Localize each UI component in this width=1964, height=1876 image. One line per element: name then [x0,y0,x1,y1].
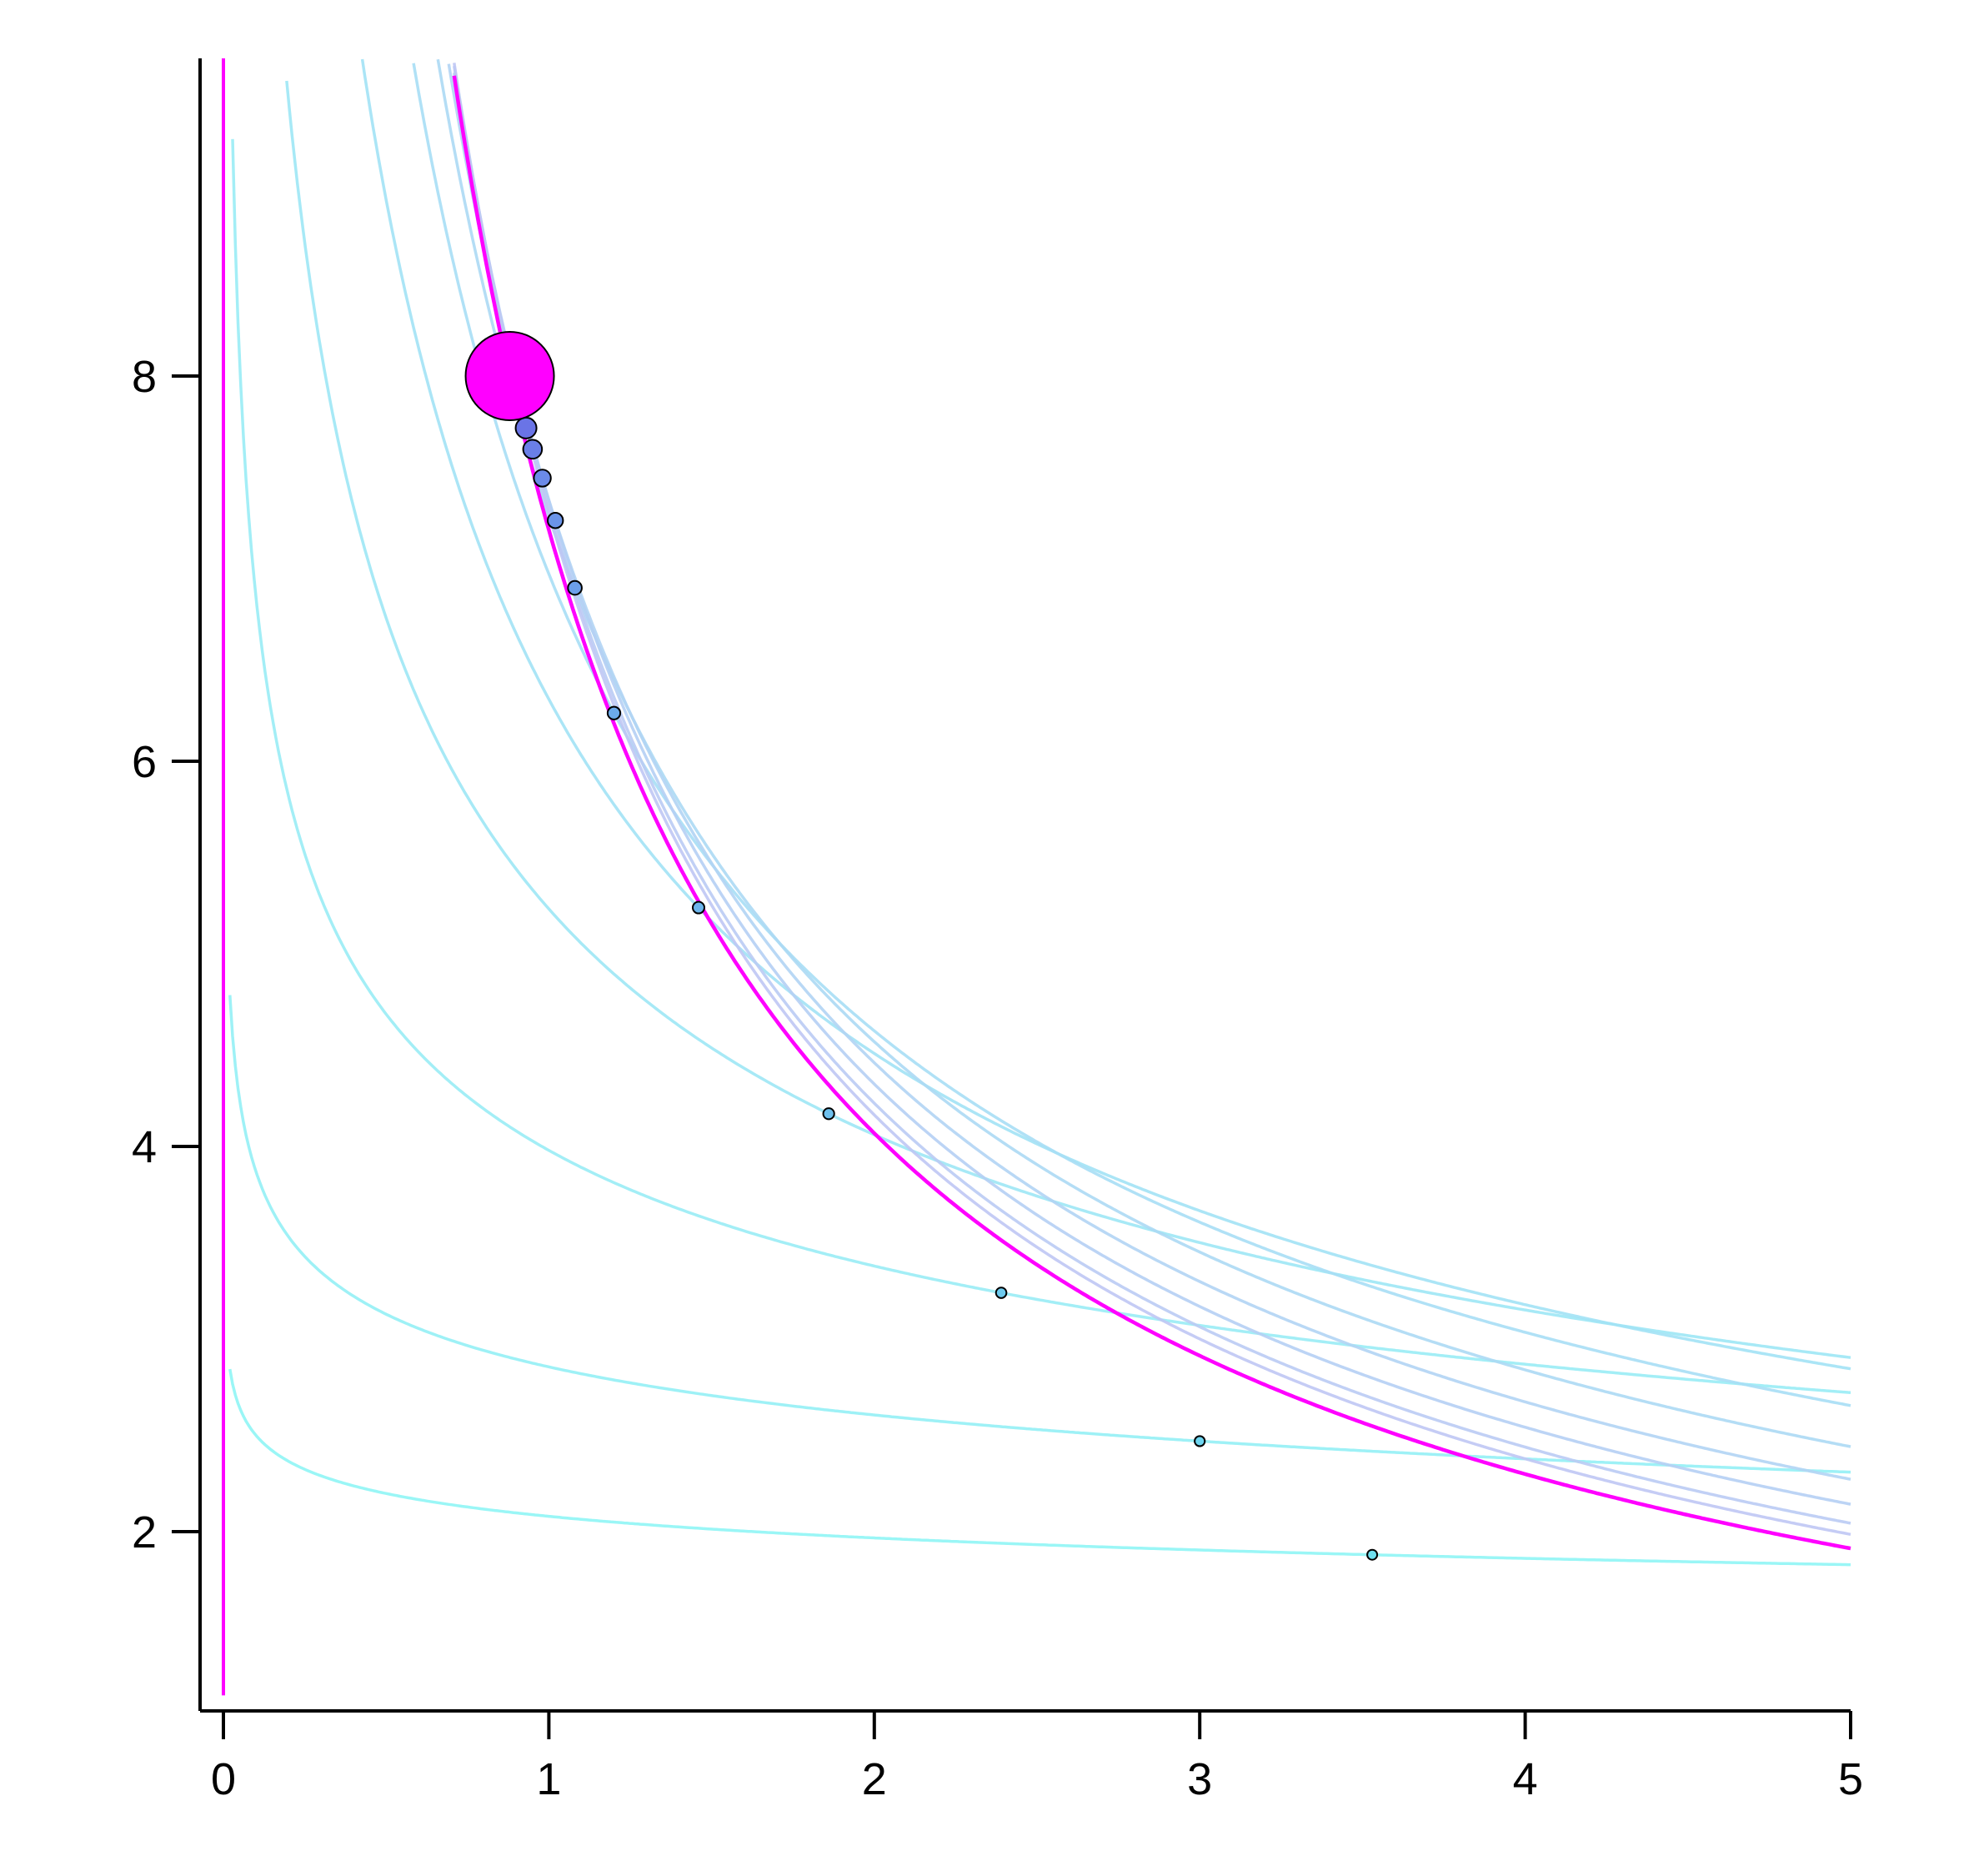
x-tick-label: 5 [1838,1754,1863,1804]
x-tick-label: 4 [1513,1754,1538,1804]
series-point-8 [547,512,564,529]
curve-layer [228,58,1851,1567]
highlight-curve [452,75,1851,1551]
series-curve-3 [231,138,1851,1394]
x-tick-label: 1 [536,1754,561,1804]
series-point-6 [606,705,622,720]
series-point-11 [514,416,538,439]
series-point-3 [995,1287,1008,1299]
series-curve-10 [453,65,1851,1525]
series-point-7 [567,579,583,596]
series-curve-8 [447,63,1851,1481]
axes: 0 1 2 3 4 5 2 4 6 8 [132,58,1863,1804]
y-tick-label: 4 [132,1122,157,1172]
y-tick-label: 8 [132,352,157,402]
series-curve-2 [228,995,1851,1474]
series-curve-6 [412,63,1851,1407]
series-curve-7 [436,58,1851,1448]
series-point-10 [522,439,544,460]
y-tick-label: 6 [132,737,157,787]
series-curve-11 [453,63,1851,1537]
series-point-5 [691,900,705,915]
highlight-layer [222,58,1851,1696]
series-point-4 [822,1107,835,1121]
x-ticks: 0 1 2 3 4 5 [211,1711,1863,1804]
series-curve-9 [453,73,1851,1506]
series-point-2 [1194,1435,1206,1447]
series-curve-1 [228,1368,1851,1567]
x-tick-label: 3 [1187,1754,1212,1804]
x-tick-label: 2 [862,1754,887,1804]
point-layer [464,331,1379,1561]
y-ticks: 2 4 6 8 [132,352,200,1557]
series-point-9 [533,469,552,488]
series-point-1 [1366,1548,1379,1561]
highlight-point [464,331,555,421]
y-tick-label: 2 [132,1507,157,1557]
series-curve-4 [285,80,1851,1359]
x-tick-label: 0 [211,1754,236,1804]
series-curve-5 [360,58,1851,1371]
